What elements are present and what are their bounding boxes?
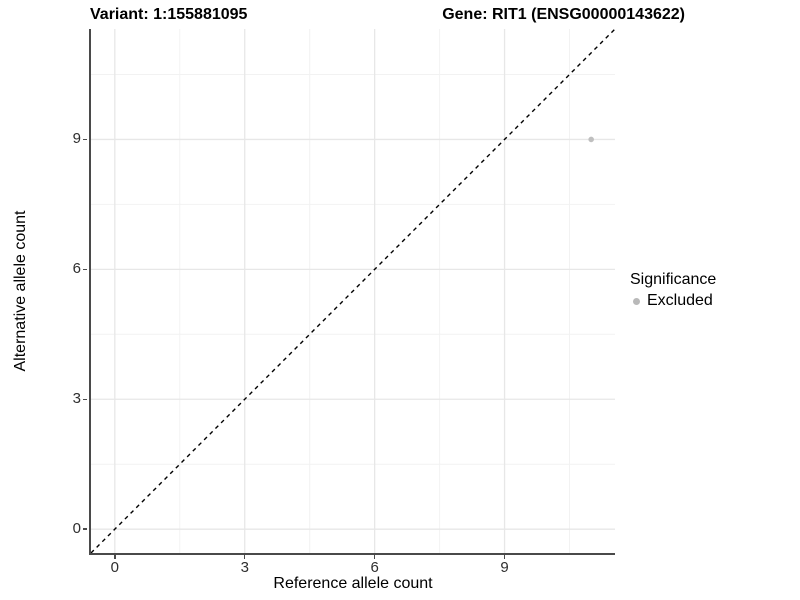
x-axis-tick xyxy=(503,555,506,559)
gene-title: Gene: RIT1 (ENSG00000143622) xyxy=(442,6,685,23)
y-axis-title: Alternative allele count xyxy=(12,210,29,372)
x-axis-title: Reference allele count xyxy=(273,575,433,592)
y-axis-tick xyxy=(83,138,87,141)
legend-title: Significance xyxy=(630,271,717,288)
data-point xyxy=(588,136,594,143)
variant-title: Variant: 1:155881095 xyxy=(90,6,248,23)
identity-reference-line xyxy=(91,29,615,553)
y-axis-tick-label: 9 xyxy=(72,130,81,148)
x-axis-tick xyxy=(243,555,246,559)
legend-item-label: Excluded xyxy=(647,292,713,309)
y-axis-tick-label: 6 xyxy=(72,260,81,278)
x-axis-tick-label: 9 xyxy=(500,559,509,576)
y-axis-tick xyxy=(83,268,87,271)
x-axis-tick xyxy=(114,555,116,559)
x-axis-tick-label: 0 xyxy=(110,559,119,576)
x-axis-tick-label: 6 xyxy=(370,559,379,576)
x-axis-tick xyxy=(373,555,376,559)
y-axis-tick-label: 0 xyxy=(72,520,81,538)
y-axis-tick xyxy=(83,528,87,530)
y-axis-tick xyxy=(83,398,87,400)
panel-canvas xyxy=(91,29,615,553)
x-axis-tick-label: 3 xyxy=(240,559,249,576)
legend-key-dot xyxy=(633,297,640,305)
legend-item-excluded: Excluded xyxy=(630,292,716,310)
y-axis-tick-label: 3 xyxy=(72,390,81,408)
legend: Significance Excluded xyxy=(630,271,716,310)
plot-panel xyxy=(89,29,615,555)
